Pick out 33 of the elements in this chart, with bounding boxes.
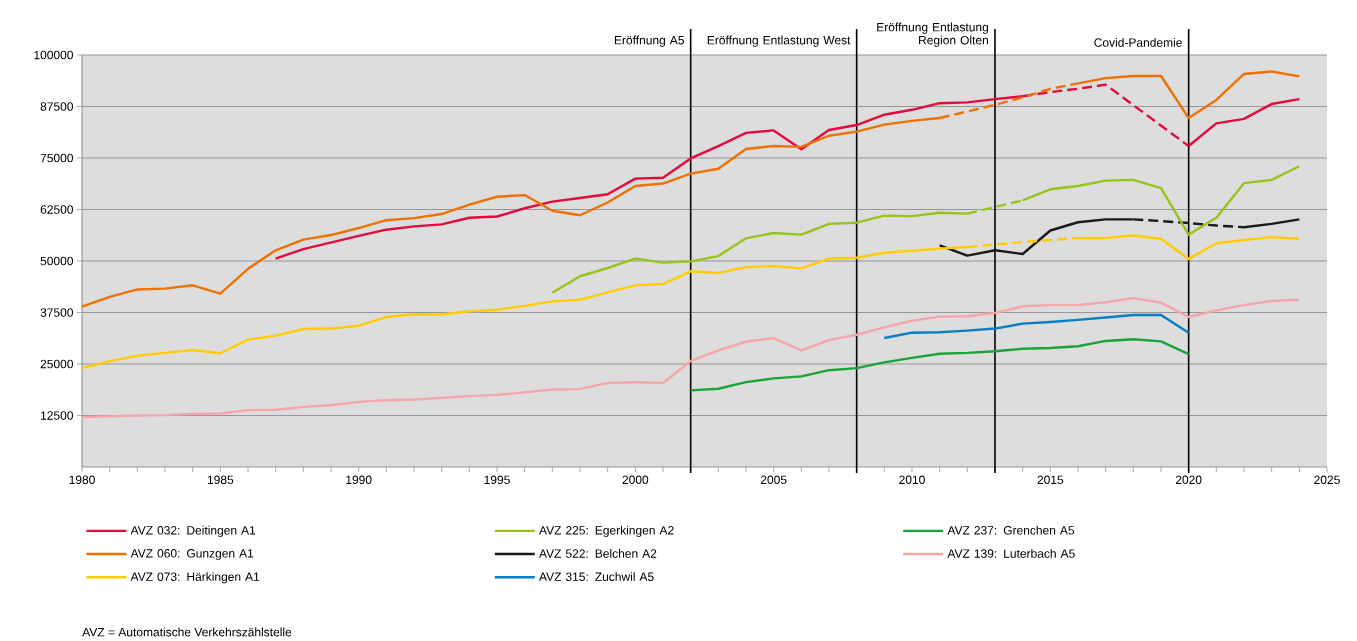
y-tick-label: 50000 (40, 256, 74, 266)
y-tick-label: 37500 (40, 308, 74, 317)
x-tick-label: 1980 (69, 475, 95, 485)
x-tick-label: 2000 (622, 475, 649, 485)
legend-label: AVZ 139: Luterbach A5 (947, 548, 1075, 558)
ref-line-label: Eröffnung Entlastung West (707, 35, 851, 47)
x-tick-label: 2010 (899, 475, 925, 485)
y-tick-label: 87500 (40, 102, 74, 111)
ref-line-label: Eröffnung Entlastung Region Olten (877, 22, 988, 47)
ref-line-label: Covid-Pandemie (1094, 37, 1182, 47)
text: AVZ = Automatische Verkehrszählstelle (82, 627, 292, 637)
x-tick-label: 1990 (346, 475, 372, 485)
x-tick-label: 2005 (760, 475, 787, 485)
legend-label: AVZ 060: Gunzgen A1 (130, 549, 254, 560)
legend-label: AVZ 237: Grenchen A5 (947, 525, 1075, 535)
legend-label: AVZ 032: Deitingen A1 (130, 525, 256, 537)
line-series (883, 313, 1190, 340)
y-tick-label: 25000 (40, 359, 74, 369)
legend-label: AVZ 315: Zuchwil A5 (539, 572, 654, 581)
legend-label: AVZ 073: Härkingen A1 (130, 572, 260, 584)
y-tick-label: 100000 (34, 50, 74, 60)
ref-line-label: Eröffnung A5 (614, 35, 684, 47)
line-series (689, 338, 1190, 392)
x-tick-label: 2015 (1037, 475, 1064, 485)
y-tick-label: 75000 (40, 153, 74, 163)
x-tick-label: 2025 (1314, 475, 1340, 485)
x-tick-label: 2020 (1175, 475, 1202, 485)
legend-label: AVZ 522: Belchen A2 (539, 548, 657, 558)
y-tick-label: 62500 (40, 205, 74, 214)
x-tick-label: 1985 (207, 475, 234, 485)
x-tick-label: 1995 (484, 475, 510, 485)
y-tick-label: 12500 (41, 411, 74, 420)
legend-label: AVZ 225: Egerkingen A2 (539, 525, 674, 537)
